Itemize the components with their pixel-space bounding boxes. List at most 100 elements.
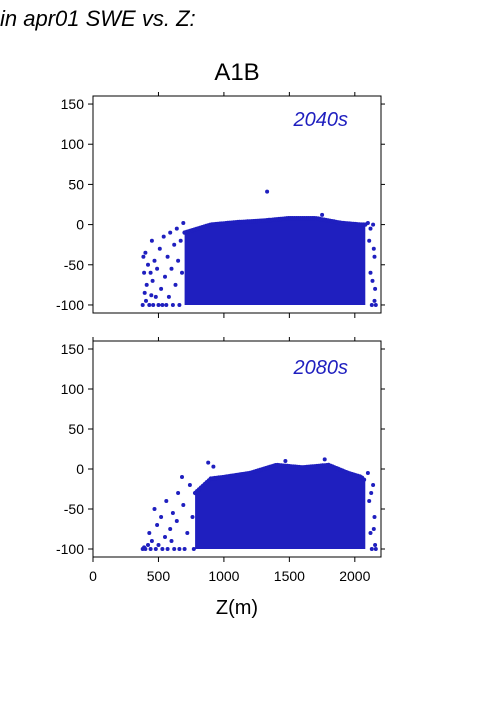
data-point — [185, 531, 190, 535]
data-point — [178, 238, 183, 243]
data-point — [365, 221, 370, 225]
data-point — [142, 290, 147, 295]
data-point — [187, 483, 192, 487]
data-point — [368, 531, 373, 535]
x-tick-label: 2000 — [339, 568, 370, 584]
y-tick-label: 150 — [61, 341, 85, 357]
data-point — [367, 238, 372, 243]
data-point — [170, 511, 175, 515]
data-point — [148, 270, 153, 275]
data-point — [373, 286, 378, 291]
x-tick-label: 500 — [147, 568, 171, 584]
x-tick-label: 1000 — [208, 568, 239, 584]
scatter-series — [140, 457, 378, 551]
data-point — [161, 234, 166, 239]
data-point — [172, 242, 177, 247]
data-point — [174, 519, 179, 523]
data-point — [369, 303, 374, 307]
y-tick-label: 150 — [61, 96, 85, 112]
y-tick-label: 0 — [76, 217, 84, 233]
data-point — [169, 266, 174, 271]
data-point — [176, 258, 181, 263]
data-point — [174, 226, 179, 231]
data-point — [265, 189, 270, 194]
data-point — [370, 278, 375, 283]
plot-frame — [92, 340, 382, 558]
data-point — [149, 238, 154, 243]
data-point — [368, 270, 373, 275]
data-point — [361, 477, 367, 482]
data-point — [168, 527, 173, 531]
scatter-series — [140, 189, 378, 307]
data-point — [143, 547, 148, 551]
data-point — [146, 262, 150, 267]
data-point — [371, 222, 376, 227]
y-tick-label: 100 — [61, 136, 85, 152]
data-point — [176, 491, 181, 495]
data-point — [148, 547, 153, 551]
y-tick-label: 50 — [68, 176, 84, 192]
data-point — [147, 531, 152, 535]
chart-title: A1B — [214, 59, 259, 86]
data-point — [284, 216, 289, 221]
data-point — [373, 547, 378, 551]
data-point — [180, 475, 184, 479]
y-tick-label: -100 — [56, 297, 84, 313]
data-point — [155, 266, 160, 271]
data-point — [153, 294, 158, 299]
data-point — [157, 246, 162, 251]
data-point — [283, 459, 288, 463]
data-point — [372, 298, 377, 303]
data-point — [177, 547, 182, 551]
panel-2040s: -100 -50 0 50 100 150 2040s — [56, 92, 385, 318]
data-point — [159, 286, 164, 291]
data-point — [150, 278, 155, 283]
data-point — [180, 270, 184, 275]
data-point — [153, 547, 158, 551]
data-point — [140, 303, 145, 307]
data-point — [372, 515, 377, 519]
data-point — [160, 303, 165, 307]
data-point — [147, 303, 152, 307]
data-point — [143, 250, 148, 255]
data-point — [164, 303, 169, 307]
data-point — [373, 543, 378, 547]
data-point — [181, 221, 186, 225]
data-point — [159, 515, 164, 519]
data-point — [371, 246, 376, 251]
data-point — [371, 483, 376, 487]
data-point — [151, 303, 156, 307]
data-point — [156, 303, 161, 307]
data-point — [365, 471, 370, 475]
data-point — [144, 282, 149, 287]
data-point — [169, 539, 174, 543]
y-tick-label: -100 — [56, 541, 84, 557]
data-point — [165, 547, 170, 551]
dense-point-cloud — [184, 218, 366, 305]
period-label: 2040s — [293, 109, 349, 131]
data-point — [182, 547, 187, 551]
data-point — [170, 303, 175, 307]
data-point — [149, 293, 154, 298]
x-axis-label: Z(m) — [216, 597, 258, 619]
data-point — [165, 254, 170, 259]
y-tick-label: 0 — [76, 461, 84, 477]
data-point — [141, 254, 146, 259]
y-tick-label: -50 — [64, 257, 84, 273]
y-tick-label: -50 — [64, 501, 84, 517]
data-point — [181, 503, 186, 507]
y-tick-label: 50 — [68, 421, 84, 437]
data-point — [369, 547, 374, 551]
data-point — [177, 303, 182, 307]
data-point — [152, 507, 157, 511]
y-tick-label: 100 — [61, 381, 85, 397]
data-point — [166, 294, 171, 299]
data-point — [369, 491, 374, 495]
data-point — [371, 527, 376, 531]
data-point — [164, 499, 169, 503]
data-point — [373, 303, 378, 307]
data-point — [367, 499, 372, 503]
x-tick-label: 1500 — [274, 568, 305, 584]
